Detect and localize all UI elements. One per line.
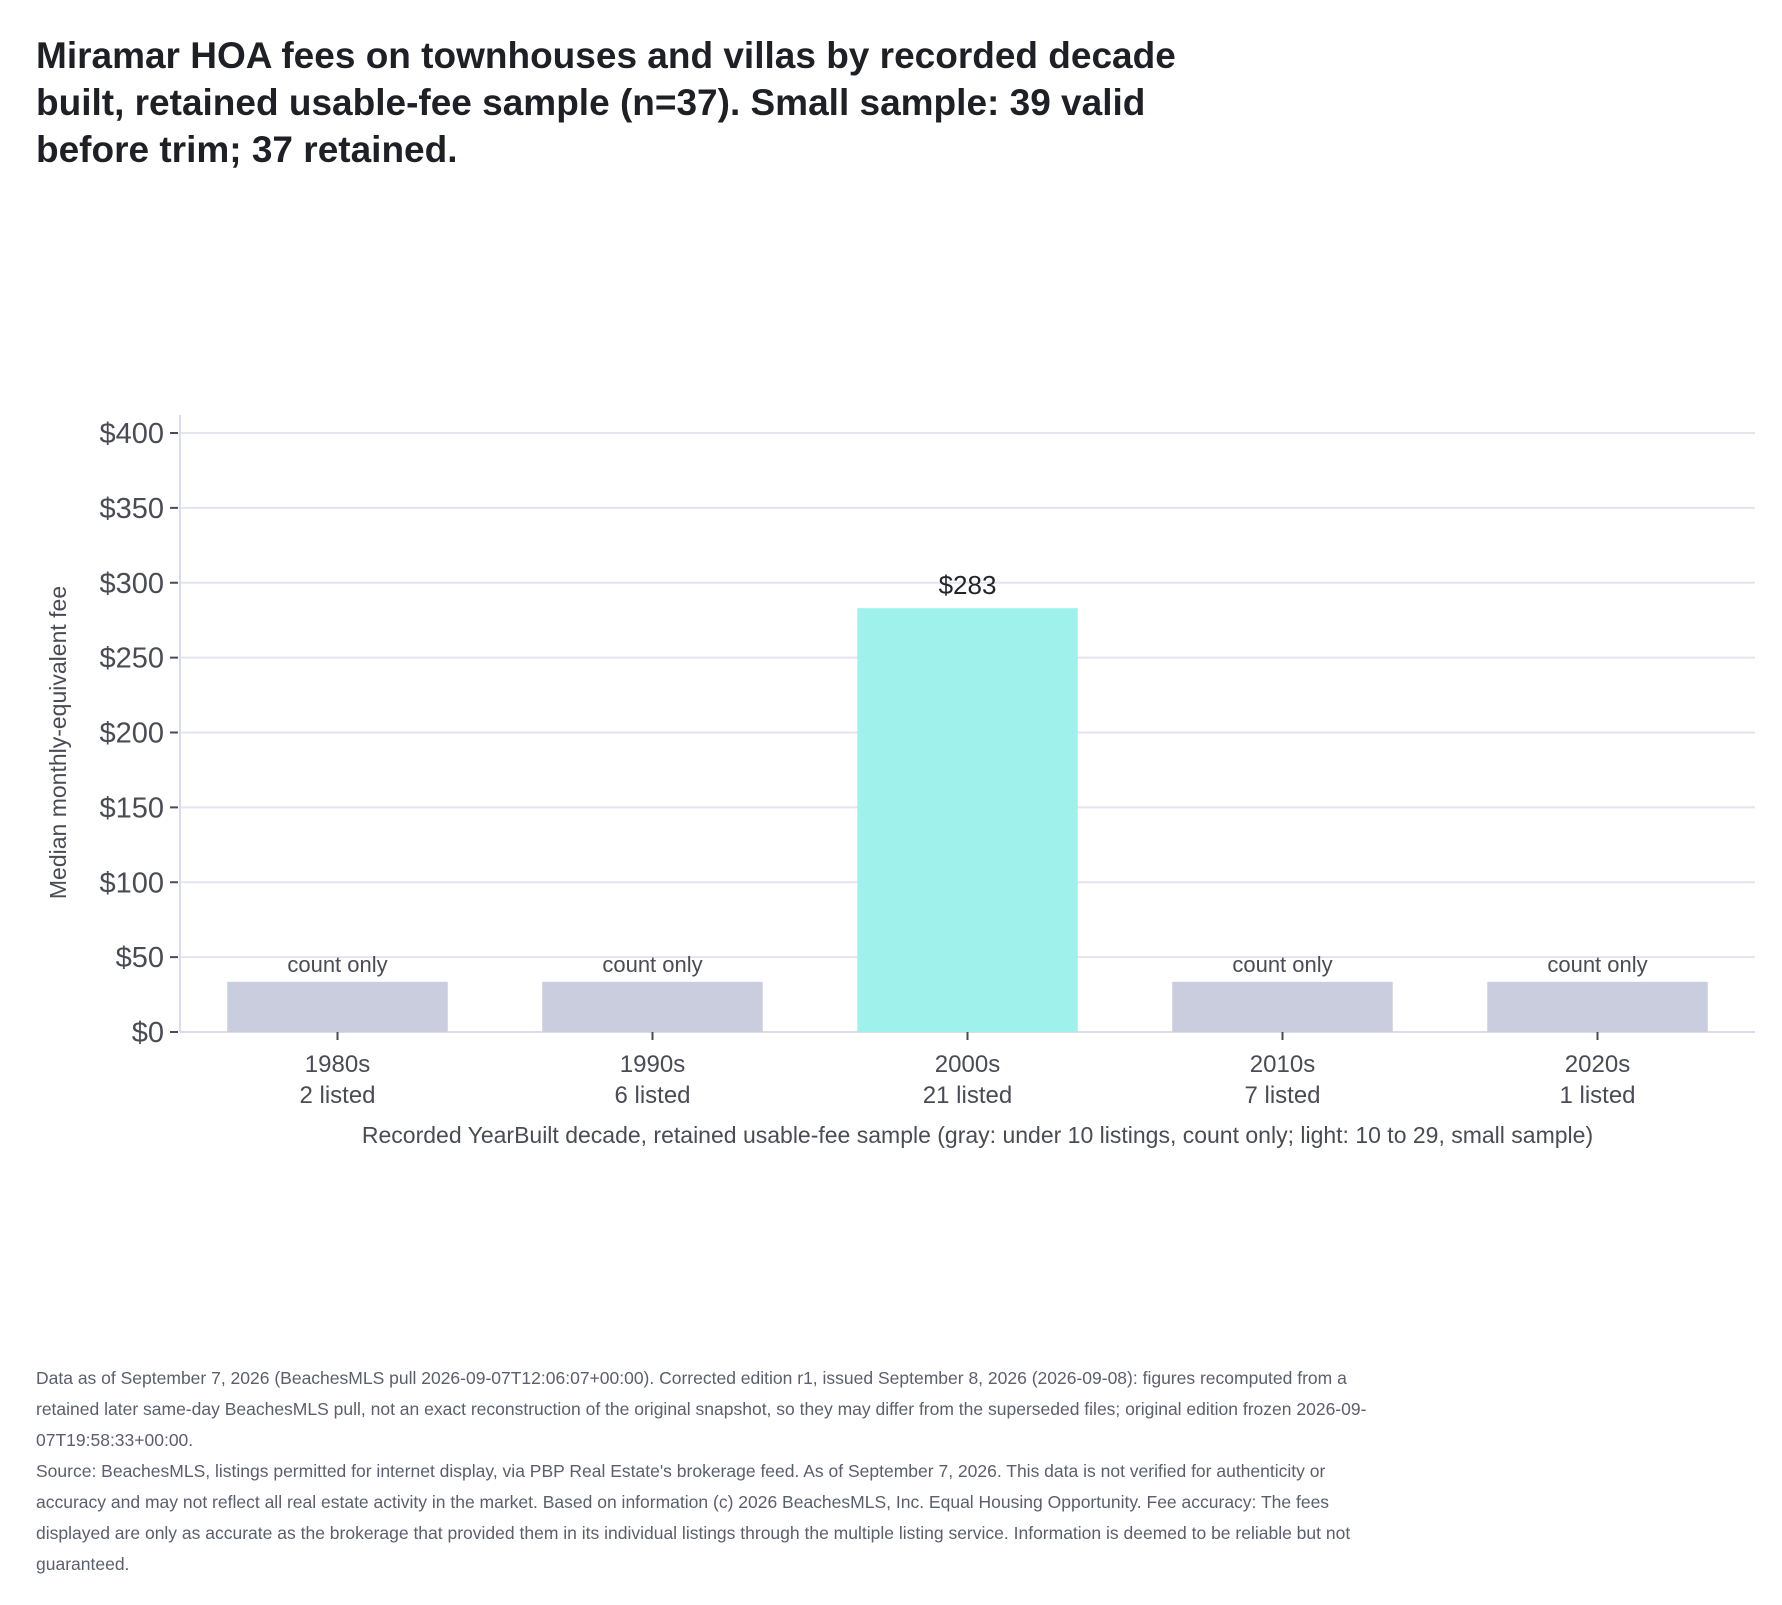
y-tick-label: $400 [99, 418, 164, 450]
y-tick-label: $50 [116, 942, 164, 974]
bar-count-only-label: count only [287, 952, 387, 977]
x-tick-count-label: 21 listed [923, 1082, 1012, 1109]
y-axis-title: Median monthly-equivalent fee [45, 586, 71, 899]
x-tick-label: 2020s [1565, 1051, 1630, 1078]
bar-count-only-label: count only [1232, 952, 1332, 977]
bar-1980s [227, 981, 448, 1032]
labels: count only 1980s 2 listed count only 1990s 6 … [287, 570, 1647, 1109]
bar-chart: $0 $50 $100 $150 $200 $250 $300 $350 $400 count … [45, 415, 1755, 1148]
bar-value-label: $283 [939, 570, 997, 600]
bar-2020s [1487, 981, 1708, 1032]
x-tick-count-label: 6 listed [614, 1082, 690, 1109]
y-tick-label: $250 [99, 643, 164, 675]
chart-title: Miramar HOA fees on townhouses and villa… [36, 35, 1176, 170]
footnote-source-note: Source: BeachesMLS, listings permitted f… [36, 1461, 1351, 1574]
y-tick-label: $200 [99, 718, 164, 750]
x-tick-count-label: 2 listed [299, 1082, 375, 1109]
x-tick-label: 2010s [1250, 1051, 1315, 1078]
y-tick-label: $150 [99, 792, 164, 824]
bars [227, 608, 1708, 1032]
x-tick-count-label: 1 listed [1559, 1082, 1635, 1109]
x-tick-count-label: 7 listed [1244, 1082, 1320, 1109]
y-tick-label: $0 [132, 1017, 164, 1049]
bar-2000s [857, 608, 1078, 1032]
bar-count-only-label: count only [602, 952, 702, 977]
bar-2010s [1172, 981, 1393, 1032]
source-footnote: Data as of September 7, 2026 (BeachesMLS… [36, 1363, 1376, 1580]
y-tick-label: $300 [99, 568, 164, 600]
x-axis-title: Recorded YearBuilt decade, retained usab… [362, 1122, 1593, 1148]
y-tick-label: $350 [99, 493, 164, 525]
bar-1990s [542, 981, 763, 1032]
x-tick-label: 2000s [935, 1051, 1000, 1078]
footnote-data-note: Data as of September 7, 2026 (BeachesMLS… [36, 1368, 1367, 1450]
x-tick-label: 1980s [305, 1051, 370, 1078]
x-tick-label: 1990s [620, 1051, 685, 1078]
y-tick-label: $100 [99, 867, 164, 899]
bar-count-only-label: count only [1547, 952, 1647, 977]
